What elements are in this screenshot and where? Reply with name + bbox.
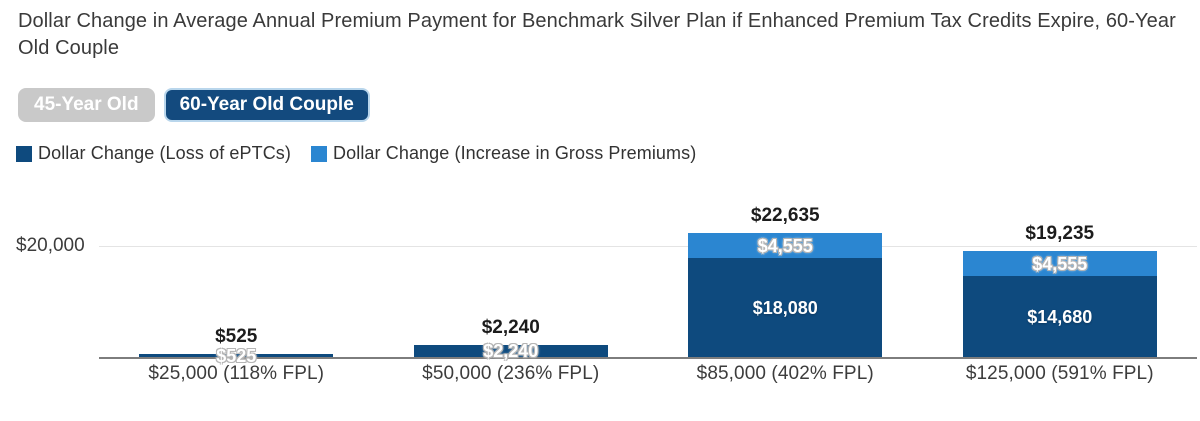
legend-swatch-dark-blue-icon [16,145,32,162]
y-axis-tick-label: $20,000 [16,235,85,256]
bar-segment-loss-of-eptcs[interactable] [688,258,883,357]
bar-group: $14,680 $4,555 $19,235 $125,000 (591% FPL) [923,190,1198,421]
bar-group: $18,080 $4,555 $22,635 $85,000 (402% FPL) [648,190,923,421]
bar-segment-gross-premium-increase[interactable] [962,251,1157,276]
legend-label: Dollar Change (Loss of ePTCs) [38,143,292,163]
x-axis-category-label: $25,000 (118% FPL) [148,363,325,384]
age-toggle-group: 45-Year Old 60-Year Old Couple [18,88,370,122]
legend-swatch-light-blue-icon [311,145,328,162]
bar-group: $525 $525 $25,000 (118% FPL) [99,190,374,421]
bar-segment-gross-premium-increase[interactable] [688,233,883,258]
bar-group: $2,240 $2,240 $50,000 (236% FPL) [374,190,649,421]
bar-total-label: $22,635 [750,205,820,226]
x-axis-category-label: $85,000 (402% FPL) [696,363,874,384]
legend-item-increase-gross-premiums: Dollar Change (Increase in Gross Premium… [311,143,696,164]
bar-segment-loss-of-eptcs[interactable] [413,345,608,357]
bar-total-label: $525 [215,326,258,347]
x-axis-category-label: $50,000 (236% FPL) [422,363,600,384]
bar-total-label: $19,235 [1025,223,1095,244]
toggle-45-year-old[interactable]: 45-Year Old [18,88,155,122]
bar-segment-label: $4,555 [1032,253,1088,274]
bar-segment-label: $525 [216,345,257,366]
legend-item-loss-of-eptcs: Dollar Change (Loss of ePTCs) [16,143,291,164]
chart-area: $20,000 $525 $525 $25,000 (118% FPL) $2,240… [0,190,1200,421]
legend-label: Dollar Change (Increase in Gross Premium… [333,143,697,163]
toggle-60-year-old-couple[interactable]: 60-Year Old Couple [163,88,370,122]
bar-segment-label: $2,240 [483,341,539,361]
gridline-20000 [99,246,1197,247]
bar-segment-label: $4,555 [757,235,813,256]
x-axis-line [99,357,1197,359]
bar-total-label: $2,240 [481,317,540,338]
x-axis-category-label: $125,000 (591% FPL) [965,363,1154,384]
bar-segment-label: $18,080 [752,297,818,318]
bar-segment-loss-of-eptcs[interactable] [962,276,1157,357]
bar-segment-loss-of-eptcs[interactable] [139,354,334,357]
chart-title: Dollar Change in Average Annual Premium … [18,10,1176,59]
chart-legend: Dollar Change (Loss of ePTCs) Dollar Cha… [16,143,696,164]
bar-segment-label: $14,680 [1027,306,1093,327]
